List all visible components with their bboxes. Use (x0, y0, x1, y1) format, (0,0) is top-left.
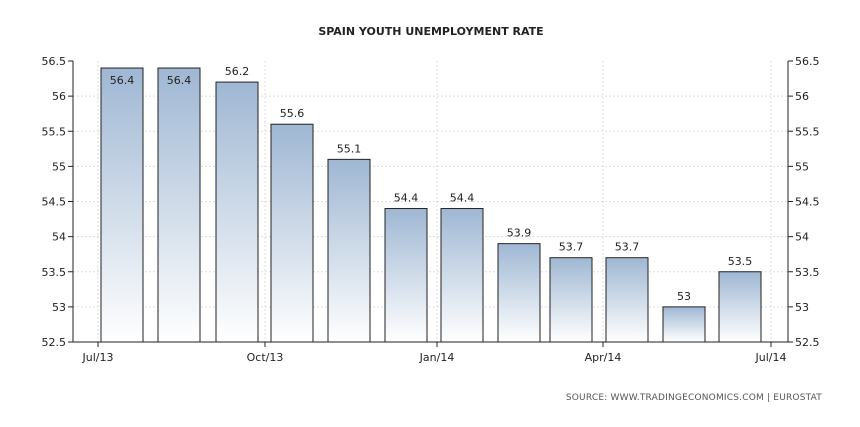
bar (270, 123, 314, 343)
bar (100, 67, 144, 343)
data-labels: 56.4 56.4 56.2 55.6 55.1 54.4 54.4 53.9 53.7 53.7… (110, 65, 753, 303)
bar (440, 208, 484, 343)
x-tick-label: Oct/13 (247, 351, 284, 364)
data-label: 53 (677, 290, 691, 303)
y-tick-label-right: 56.5 (795, 55, 820, 68)
bar (497, 243, 541, 343)
y-tick-label-left: 52.5 (42, 336, 67, 349)
y-tick-label-left: 54.5 (42, 196, 67, 209)
data-label: 53.9 (507, 227, 532, 240)
bar (718, 271, 762, 343)
data-label: 56.4 (167, 74, 192, 87)
x-axis: Jul/13 Oct/13 Jan/14 Apr/14 Jul/14 (73, 341, 788, 364)
x-tick-label: Apr/14 (585, 351, 622, 364)
y-tick-label-right: 53 (795, 301, 809, 314)
y-tick-label-left: 56 (52, 90, 66, 103)
y-tick-label-right: 54 (795, 231, 809, 244)
y-tick-label-right: 53.5 (795, 266, 820, 279)
y-tick-label-left: 55.5 (42, 125, 67, 138)
source-note: SOURCE: WWW.TRADINGECONOMICS.COM | EUROS… (566, 393, 822, 403)
grid-lines (73, 61, 788, 342)
x-tick-label: Jan/14 (419, 351, 455, 364)
y-tick-label-left: 53 (52, 301, 66, 314)
data-label: 53.5 (728, 255, 753, 268)
y-tick-label-right: 54.5 (795, 196, 820, 209)
data-label: 53.7 (559, 241, 584, 254)
y-axis-left: 52.5 53 53.5 54 54.5 55 55.5 56 56.5 (42, 55, 74, 349)
data-label: 54.4 (450, 192, 475, 205)
y-tick-label-right: 55.5 (795, 125, 820, 138)
y-tick-label-right: 55 (795, 160, 809, 173)
y-tick-label-right: 52.5 (795, 336, 820, 349)
chart-title: SPAIN YOUTH UNEMPLOYMENT RATE (318, 25, 543, 38)
y-tick-label-left: 56.5 (42, 55, 67, 68)
y-tick-label-right: 56 (795, 90, 809, 103)
bars (100, 67, 762, 343)
bar (384, 208, 428, 343)
bar (215, 81, 259, 343)
y-tick-label-left: 55 (52, 160, 66, 173)
data-label: 55.6 (280, 107, 305, 120)
y-tick-label-left: 53.5 (42, 266, 67, 279)
data-label: 56.4 (110, 74, 135, 87)
y-tick-label-left: 54 (52, 231, 66, 244)
x-tick-label: Jul/13 (82, 351, 114, 364)
data-label: 55.1 (337, 142, 362, 155)
bar (605, 257, 649, 343)
x-tick-label: Jul/14 (755, 351, 787, 364)
data-label: 56.2 (225, 65, 250, 78)
bar (157, 67, 201, 343)
bar (549, 257, 593, 343)
bar (327, 158, 371, 343)
data-label: 53.7 (615, 241, 640, 254)
data-label: 54.4 (394, 192, 419, 205)
y-axis-right: 52.5 53 53.5 54 54.5 55 55.5 56 56.5 (787, 55, 820, 349)
bar (662, 306, 706, 343)
